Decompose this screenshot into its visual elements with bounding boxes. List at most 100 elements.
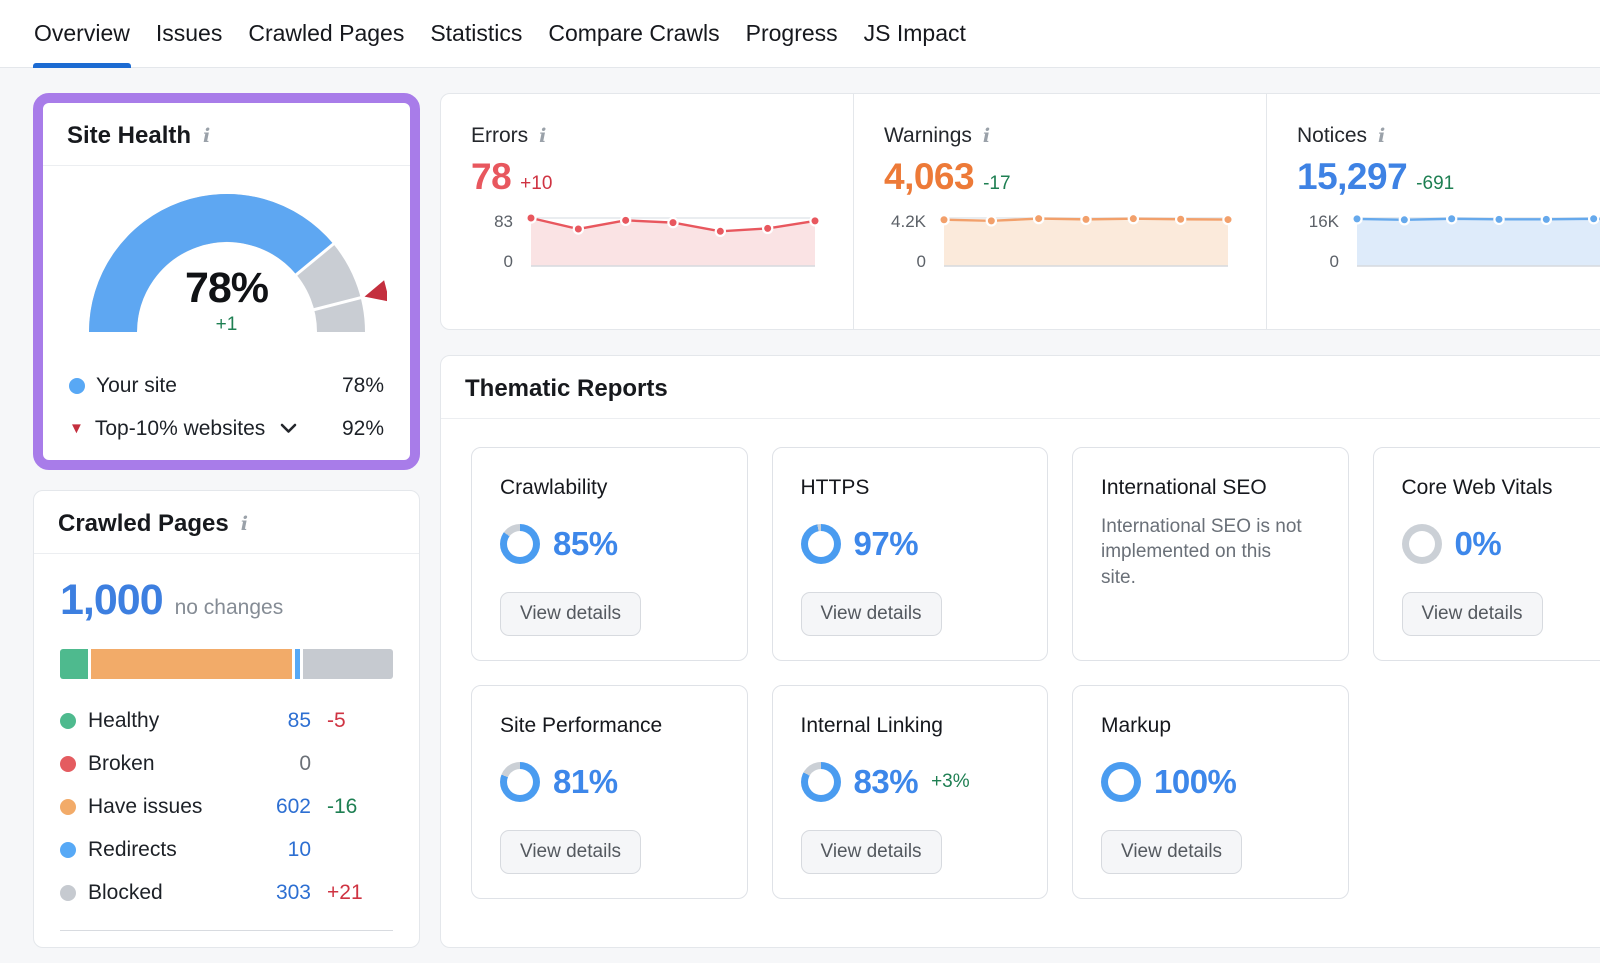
site-health-card: Site Health 78% +1	[33, 93, 420, 470]
view-details-button[interactable]: View details	[1401, 592, 1543, 636]
bar-segment-healthy[interactable]	[60, 649, 89, 679]
divider	[60, 930, 393, 931]
donut-progress-icon	[500, 762, 540, 802]
bar-segment-blocked[interactable]	[303, 649, 393, 679]
blue-dot-icon	[69, 377, 85, 394]
errors-count[interactable]: 78	[471, 156, 512, 197]
y-axis-min: 0	[503, 252, 513, 271]
report-delta: +3%	[931, 771, 970, 792]
view-details-button[interactable]: View details	[500, 830, 642, 874]
info-icon[interactable]	[239, 515, 250, 534]
legend-delta: -5	[327, 708, 346, 732]
warnings-title: Warnings	[884, 124, 972, 147]
tab-progress[interactable]: Progress	[745, 19, 838, 46]
tab-crawled-pages[interactable]: Crawled Pages	[248, 19, 405, 46]
report-note: International SEO is not implemented on …	[1101, 516, 1302, 588]
legend-value: 0	[299, 751, 311, 775]
tab-overview[interactable]: Overview	[33, 0, 131, 68]
bar-segment-have-issues[interactable]	[91, 649, 292, 679]
legend-value[interactable]: 602	[275, 794, 311, 818]
crawled-pages-card: Crawled Pages 1,000 no changes Healthy 8…	[33, 490, 420, 948]
left-column: Site Health 78% +1	[33, 93, 420, 948]
thematic-reports-grid: Crawlability 85% View details HTTPS 97% …	[441, 419, 1600, 927]
legend-label: Redirects	[88, 837, 177, 861]
chevron-down-icon[interactable]	[280, 423, 297, 434]
report-card-core-web-vitals: Core Web Vitals 0% View details	[1372, 447, 1600, 661]
legend-label: Broken	[88, 751, 155, 775]
legend-row-broken: Broken 0	[60, 742, 393, 785]
tab-js-impact[interactable]: JS Impact	[863, 19, 966, 46]
report-card-international-seo: International SEO International SEO is n…	[1072, 447, 1349, 661]
crawled-pages-title: Crawled Pages	[58, 510, 229, 537]
warnings-sparkline	[938, 212, 1234, 267]
tab-compare-crawls[interactable]: Compare Crawls	[548, 19, 720, 46]
report-title: International SEO	[1101, 476, 1267, 499]
bar-segment-redirects[interactable]	[294, 649, 301, 679]
warnings-delta: -17	[983, 173, 1011, 194]
report-card-site-performance: Site Performance 81% View details	[471, 685, 748, 899]
report-title: Crawlability	[500, 476, 608, 499]
report-card-crawlability: Crawlability 85% View details	[471, 447, 748, 661]
crawled-pages-body: 1,000 no changes Healthy 85 -5 Broken 0	[34, 554, 419, 931]
legend-value[interactable]: 10	[287, 837, 311, 861]
info-icon[interactable]	[537, 127, 548, 146]
legend-value: 92%	[341, 416, 384, 440]
legend-value[interactable]: 85	[287, 708, 311, 732]
report-score: 85%	[553, 525, 618, 562]
crawled-pages-change: no changes	[174, 596, 284, 619]
crawled-pages-legend: Healthy 85 -5 Broken 0 Have issues 602 -…	[60, 699, 393, 914]
legend-value: 78%	[341, 373, 384, 397]
legend-delta: -16	[327, 794, 358, 818]
errors-title: Errors	[471, 124, 529, 147]
benchmark-marker-icon	[311, 280, 390, 312]
view-details-button[interactable]: View details	[800, 830, 942, 874]
site-health-gauge: 78% +1	[67, 180, 390, 348]
warnings-trend-chart: 4.2K 0	[884, 212, 1236, 274]
warnings-section: Warnings 4,063 -17 4.2K 0	[853, 94, 1266, 329]
y-axis-max: 83	[494, 212, 513, 231]
info-icon[interactable]	[981, 127, 992, 146]
errors-section: Errors 78 +10 83 0	[441, 94, 853, 329]
report-title: Markup	[1101, 714, 1172, 737]
report-title: Site Performance	[500, 714, 663, 737]
legend-row-have-issues: Have issues 602 -16	[60, 785, 393, 828]
donut-progress-icon	[800, 524, 841, 564]
y-axis-max: 4.2K	[891, 212, 926, 231]
view-details-button[interactable]: View details	[500, 592, 642, 636]
notices-count[interactable]: 15,297	[1297, 156, 1408, 197]
green-dot-icon	[60, 712, 76, 729]
crawled-pages-stacked-bar	[60, 649, 393, 679]
warnings-count[interactable]: 4,063	[884, 156, 975, 197]
notices-delta: -691	[1416, 173, 1455, 194]
tab-issues[interactable]: Issues	[155, 19, 223, 46]
legend-row-redirects: Redirects 10	[60, 828, 393, 871]
gauge-chart	[88, 194, 390, 333]
dashboard-content: Site Health 78% +1	[0, 68, 1600, 948]
report-title: Internal Linking	[800, 714, 943, 737]
legend-label: Blocked	[88, 880, 163, 904]
info-icon[interactable]	[1376, 127, 1387, 146]
report-tabs-bar: Overview Issues Crawled Pages Statistics…	[0, 0, 1600, 68]
legend-row-top10-websites[interactable]: Top-10% websites 92%	[69, 407, 384, 450]
report-card-markup: Markup 100% View details	[1072, 685, 1349, 899]
view-details-button[interactable]: View details	[1101, 830, 1243, 874]
y-axis-min: 0	[916, 252, 926, 271]
legend-label: Top-10% websites	[94, 416, 266, 440]
report-score: 0%	[1454, 525, 1502, 562]
donut-progress-icon	[500, 524, 540, 564]
view-details-button[interactable]: View details	[800, 592, 942, 636]
donut-progress-icon	[1401, 524, 1442, 564]
legend-value[interactable]: 303	[275, 880, 311, 904]
report-title: Core Web Vitals	[1401, 476, 1553, 499]
red-triangle-icon	[69, 421, 84, 436]
legend-row-healthy: Healthy 85 -5	[60, 699, 393, 742]
legend-label: Your site	[96, 373, 177, 397]
y-axis-min: 0	[1329, 252, 1339, 271]
info-icon[interactable]	[201, 127, 212, 146]
report-card-https: HTTPS 97% View details	[771, 447, 1048, 661]
donut-progress-icon	[800, 762, 841, 802]
errors-sparkline	[525, 212, 821, 267]
errors-delta: +10	[520, 173, 553, 194]
tab-statistics[interactable]: Statistics	[430, 19, 523, 46]
red-dot-icon	[60, 755, 76, 772]
